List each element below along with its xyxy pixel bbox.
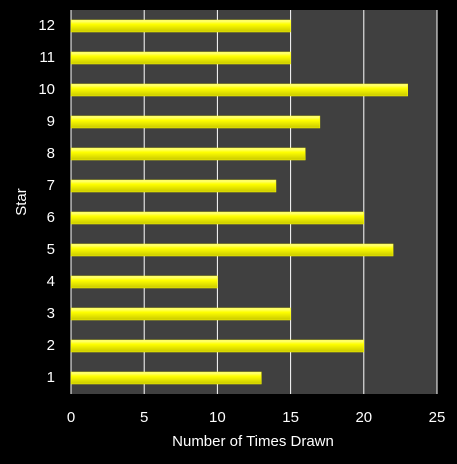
y-tick-label: 11 [39,49,55,66]
bar [70,307,291,321]
bar [70,211,365,225]
x-tick-label: 25 [429,409,446,426]
x-tick-label: 0 [67,409,75,426]
plot-area [71,10,437,394]
y-tick-label: 8 [47,145,55,162]
y-tick-label: 5 [47,241,55,258]
y-tick-label: 6 [47,209,55,226]
x-tick-label: 10 [209,409,226,426]
y-tick-label: 1 [47,369,55,386]
x-axis-title: Number of Times Drawn [172,433,334,450]
bar [70,83,408,97]
bar [70,147,306,161]
y-tick-label: 2 [47,337,55,354]
y-tick-label: 7 [47,177,55,194]
bar [70,115,321,129]
y-tick-label: 9 [47,113,55,130]
bar [70,19,291,33]
y-tick-label: 10 [38,81,55,98]
y-tick-label: 3 [47,305,55,322]
x-tick-label: 5 [140,409,148,426]
y-tick-label: 12 [38,17,55,34]
x-tick-label: 20 [355,409,372,426]
bar [70,179,277,193]
bar [70,275,218,289]
bar [70,371,262,385]
bar [70,51,291,65]
bar [70,339,365,353]
y-axis-title: Star [13,188,30,216]
x-tick-label: 15 [282,409,299,426]
bar [70,243,394,257]
y-tick-label: 4 [47,273,55,290]
